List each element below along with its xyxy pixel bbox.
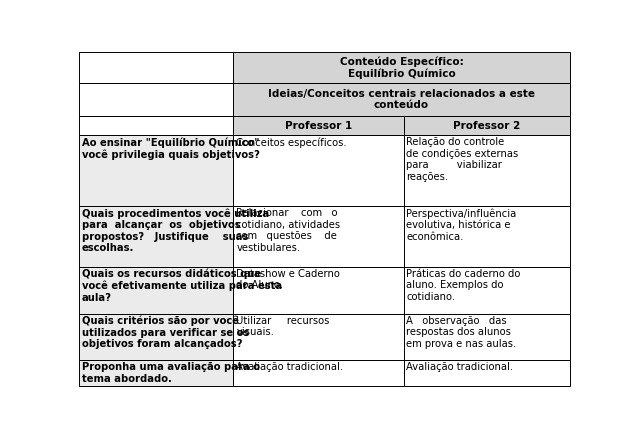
Bar (234, 360, 404, 386)
Text: Relação do controle
de condições externas
para         viabilizar
reações.: Relação do controle de condições externa… (406, 137, 518, 182)
Text: A   observação   das
respostas dos alunos
em prova e nas aulas.: A observação das respostas dos alunos em… (406, 316, 517, 349)
Text: Ideias/Conceitos centrais relacionados a este
conteúdo: Ideias/Conceitos centrais relacionados a… (268, 89, 535, 111)
Bar (79, 206, 234, 267)
Bar (79, 116, 234, 135)
Bar (79, 135, 234, 206)
Text: Relacionar    com   o
cotidiano, atividades
com   questões    de
vestibulares.: Relacionar com o cotidiano, atividades c… (236, 208, 341, 253)
Bar (79, 360, 234, 386)
Bar (79, 52, 234, 83)
Bar (79, 267, 234, 313)
Text: Datashow e Caderno
do Aluno.: Datashow e Caderno do Aluno. (236, 269, 340, 290)
Bar (234, 267, 404, 313)
Bar (404, 135, 570, 206)
Text: Avaliação tradicional.: Avaliação tradicional. (406, 362, 513, 372)
Bar (234, 313, 404, 360)
Bar (79, 83, 234, 116)
Bar (234, 83, 570, 116)
Text: Quais os recursos didáticos que
você efetivamente utiliza para esta
aula?: Quais os recursos didáticos que você efe… (82, 269, 282, 303)
Text: Quais critérios são por você
utilizados para verificar se os
objetivos foram alc: Quais critérios são por você utilizados … (82, 316, 249, 349)
Bar (234, 52, 570, 83)
Bar (404, 267, 570, 313)
Bar (404, 313, 570, 360)
Bar (234, 135, 404, 206)
Bar (404, 116, 570, 135)
Text: Práticas do caderno do
aluno. Exemplos do
cotidiano.: Práticas do caderno do aluno. Exemplos d… (406, 269, 521, 302)
Bar (404, 360, 570, 386)
Text: Quais procedimentos você utiliza
para  alcançar  os  objetivos
propostos?   Just: Quais procedimentos você utiliza para al… (82, 208, 269, 253)
Text: Avaliação tradicional.: Avaliação tradicional. (236, 362, 344, 372)
Bar (234, 206, 404, 267)
Bar (404, 206, 570, 267)
Text: Conceitos específicos.: Conceitos específicos. (236, 137, 347, 148)
Text: Conteúdo Específico:
Equilíbrio Químico: Conteúdo Específico: Equilíbrio Químico (340, 56, 463, 79)
Text: Professor 2: Professor 2 (453, 121, 520, 131)
Text: Professor 1: Professor 1 (285, 121, 352, 131)
Bar (234, 116, 404, 135)
Text: Perspectiva/influência
evolutiva, histórica e
econômica.: Perspectiva/influência evolutiva, histór… (406, 208, 517, 242)
Text: Utilizar     recursos
visuais.: Utilizar recursos visuais. (236, 316, 330, 337)
Text: Ao ensinar "Equilíbrio Químico"
você privilegia quais objetivos?: Ao ensinar "Equilíbrio Químico" você pri… (82, 137, 260, 160)
Text: Proponha uma avaliação para o
tema abordado.: Proponha uma avaliação para o tema abord… (82, 362, 260, 384)
Bar (79, 313, 234, 360)
